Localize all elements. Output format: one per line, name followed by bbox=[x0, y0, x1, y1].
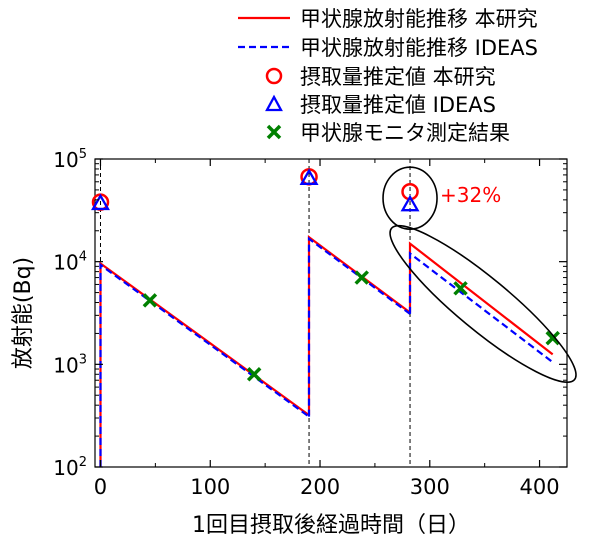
legend-cross-stroke bbox=[266, 124, 282, 140]
x-tick-label: 300 bbox=[410, 475, 450, 499]
legend-entry: 甲状腺放射能推移 IDEAS bbox=[238, 36, 538, 60]
y-axis-label: 放射能(Bq) bbox=[11, 257, 36, 369]
series-line-ideas bbox=[307, 236, 411, 417]
legend-circle-marker bbox=[265, 67, 283, 85]
x-tick-label: 400 bbox=[520, 475, 560, 499]
y-tick-label: 102 bbox=[53, 455, 87, 480]
series-line-this-study bbox=[99, 261, 310, 467]
legend-entry: 甲状腺モニタ測定結果 bbox=[266, 121, 510, 145]
series-line-ideas bbox=[99, 262, 310, 467]
legend-label: 摂取量推定値 IDEAS bbox=[300, 93, 496, 117]
legend-entry: 甲状腺放射能推移 本研究 bbox=[238, 7, 538, 31]
highlight-ellipse-intake bbox=[382, 166, 438, 230]
y-tick-label: 103 bbox=[53, 352, 87, 377]
y-tick-label: 104 bbox=[53, 250, 87, 275]
legend-label: 摂取量推定値 本研究 bbox=[300, 65, 496, 89]
x-axis-label: 1回目摂取後経過時間（日） bbox=[192, 513, 470, 538]
cross-stroke bbox=[246, 367, 262, 382]
thyroid-monitor-point bbox=[545, 330, 560, 346]
plot-frame bbox=[94, 158, 568, 468]
legend-label: 甲状腺放射能推移 本研究 bbox=[300, 7, 538, 31]
thyroid-monitor-point bbox=[453, 281, 468, 296]
intake-estimate-ideas-point bbox=[91, 193, 110, 211]
series-line-this-study bbox=[408, 241, 554, 356]
intake-estimate-ideas-point bbox=[400, 194, 420, 212]
intake-estimate-ideas-point bbox=[299, 168, 319, 185]
x-tick-label: 0 bbox=[94, 475, 107, 499]
cross-stroke bbox=[142, 293, 158, 308]
legend-entry: 摂取量推定値 本研究 bbox=[265, 65, 496, 89]
thyroid-monitor-point bbox=[142, 293, 158, 308]
y-tick-label: 105 bbox=[53, 147, 87, 172]
legend-triangle-marker bbox=[265, 94, 283, 112]
x-tick-label: 200 bbox=[300, 475, 340, 499]
legend-label: 甲状腺モニタ測定結果 bbox=[300, 121, 510, 145]
highlight-ellipse-decay bbox=[389, 224, 577, 384]
annotation-plus32: +32% bbox=[440, 183, 501, 207]
cross-stroke bbox=[354, 270, 369, 285]
thyroid-monitor-point bbox=[246, 367, 262, 382]
legend-label: 甲状腺放射能推移 IDEAS bbox=[300, 36, 538, 60]
series-line-ideas bbox=[408, 251, 554, 364]
legend-entry: 摂取量推定値 IDEAS bbox=[265, 93, 496, 117]
thyroid-monitor-point bbox=[354, 270, 369, 285]
x-tick-label: 100 bbox=[190, 475, 230, 499]
series-line-this-study bbox=[307, 235, 411, 416]
cross-stroke bbox=[453, 281, 468, 296]
cross-stroke bbox=[545, 330, 560, 346]
